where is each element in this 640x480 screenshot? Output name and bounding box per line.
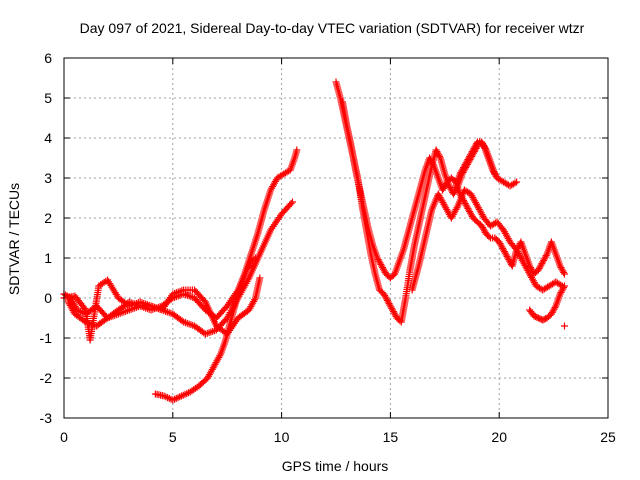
y-axis-label: SDTVAR / TECUs	[6, 183, 22, 295]
data-point	[81, 304, 89, 312]
data-point	[511, 179, 519, 187]
data-point	[560, 282, 568, 290]
data-point	[513, 178, 521, 186]
data-point	[485, 233, 493, 241]
y-tick-label: 1	[44, 250, 52, 266]
y-tick-label: 3	[44, 170, 52, 186]
y-tick-label: -2	[40, 370, 53, 386]
axis-ticks: 0 5 10 15 20 25 -3 -2 -1 0 1 2 3 4 5 6	[40, 50, 616, 445]
series-track-c	[60, 274, 264, 344]
data-point	[250, 255, 258, 263]
y-tick-label: -1	[40, 330, 53, 346]
data-point	[453, 204, 461, 212]
series-track-f	[339, 98, 568, 282]
data-point	[542, 252, 550, 260]
series-track-g	[408, 186, 566, 294]
series-track-d	[151, 254, 259, 404]
data-points	[60, 78, 568, 404]
data-point	[560, 268, 568, 276]
data-point	[473, 140, 481, 148]
x-tick-label: 10	[274, 429, 290, 445]
data-point	[251, 296, 259, 304]
data-point	[251, 254, 259, 262]
y-tick-label: 2	[44, 210, 52, 226]
y-tick-label: 0	[44, 290, 52, 306]
series-track-h	[526, 282, 568, 324]
data-point	[481, 144, 489, 152]
data-point	[491, 170, 499, 178]
x-tick-label: 0	[60, 429, 68, 445]
chart-title: Day 097 of 2021, Sidereal Day-to-day VTE…	[80, 20, 585, 36]
data-point	[436, 152, 444, 160]
data-point	[287, 200, 295, 207]
y-tick-label: 4	[44, 130, 52, 146]
series-isolated	[560, 322, 568, 330]
grid	[64, 58, 608, 418]
data-point	[429, 160, 437, 168]
series-track-i	[452, 138, 499, 190]
data-point	[560, 270, 568, 278]
data-point	[256, 274, 264, 282]
data-point	[560, 284, 568, 292]
y-tick-label: 5	[44, 90, 52, 106]
y-tick-label: 6	[44, 50, 52, 66]
data-point	[288, 198, 296, 206]
y-tick-label: -3	[40, 410, 53, 426]
x-tick-label: 20	[491, 429, 507, 445]
x-tick-label: 25	[600, 429, 616, 445]
data-point	[560, 322, 568, 330]
data-point	[293, 146, 301, 154]
plot-frame	[63, 57, 609, 419]
data-point	[216, 352, 224, 360]
data-point	[551, 304, 559, 312]
x-tick-label: 15	[383, 429, 399, 445]
x-axis-label: GPS time / hours	[282, 458, 389, 474]
x-tick-label: 5	[169, 429, 177, 445]
